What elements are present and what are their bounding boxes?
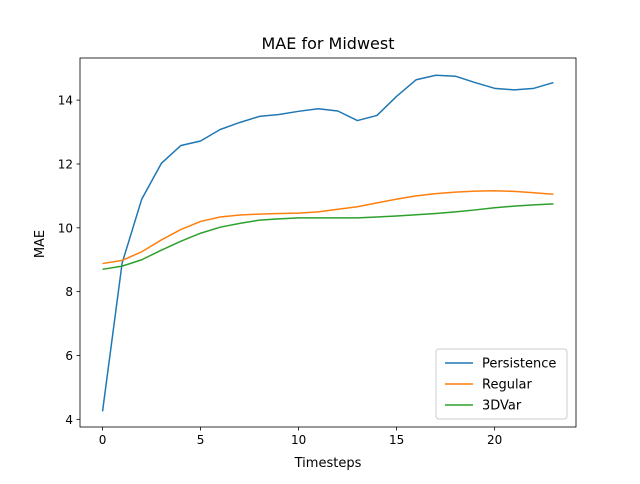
y-axis-label: MAE xyxy=(33,230,48,258)
y-tick-label: 6 xyxy=(65,349,73,363)
legend-label: Regular xyxy=(482,378,533,393)
x-tick-label: 20 xyxy=(487,433,502,447)
y-tick-label: 12 xyxy=(58,157,73,171)
x-axis-label: Timesteps xyxy=(294,456,362,471)
legend: Persistence Regular 3DVar xyxy=(435,348,568,420)
y-tick-label: 10 xyxy=(58,221,73,235)
legend-label: 3DVar xyxy=(482,399,522,414)
y-tick-label: 8 xyxy=(65,285,73,299)
series-line-regular xyxy=(102,190,554,265)
legend-label: Persistence xyxy=(482,357,556,372)
x-tick-label: 5 xyxy=(197,433,205,447)
legend-box xyxy=(435,348,568,420)
x-tick-label: 0 xyxy=(99,433,107,447)
x-tick-label: 10 xyxy=(291,433,306,447)
series-line-3dvar xyxy=(102,203,554,271)
axes-frame xyxy=(79,57,577,428)
y-tick-label: 14 xyxy=(58,94,73,108)
chart-title: MAE for Midwest xyxy=(262,34,395,53)
y-tick-label: 4 xyxy=(65,413,73,427)
series-line-persistence xyxy=(101,74,554,412)
x-tick-label: 15 xyxy=(389,433,404,447)
plot-area: 0 5 10 15 20 4 6 8 10 12 14 xyxy=(58,57,577,447)
